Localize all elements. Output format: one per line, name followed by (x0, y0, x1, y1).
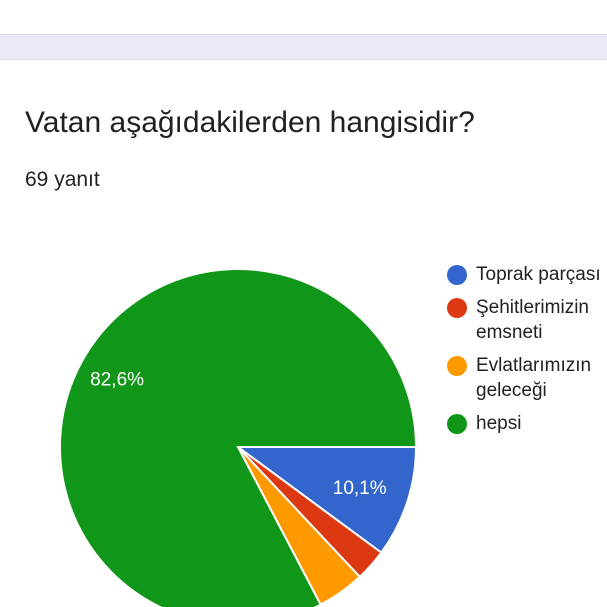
legend-label: Şehitlerimizin emsneti (476, 297, 589, 343)
legend-item-sehitlerimizin-emsneti[interactable]: Şehitlerimizin emsneti (447, 295, 607, 345)
legend-item-toprak-parcasi[interactable]: Toprak parçası (447, 262, 607, 287)
section-divider-band (0, 35, 607, 60)
legend-label: hepsi (476, 413, 522, 434)
pie-slice-0[interactable] (234, 446, 418, 555)
pie-slice-label-0: 10,1% (333, 478, 387, 499)
pie-slice-label-3: 82,6% (90, 370, 144, 391)
chart-legend: Toprak parçası Şehitlerimizin emsneti Ev… (447, 262, 607, 444)
legend-item-hepsi[interactable]: hepsi (447, 411, 607, 436)
question-title: Vatan aşağıdakilerden hangisidir? (25, 106, 475, 139)
legend-swatch (447, 298, 467, 318)
legend-swatch (447, 265, 467, 285)
legend-label: Toprak parçası (476, 264, 601, 285)
legend-swatch (447, 356, 467, 376)
legend-swatch (447, 414, 467, 434)
legend-label: Evlatlarımızın geleceği (476, 355, 592, 401)
response-count: 69 yanıt (25, 168, 100, 191)
pie-slice-3[interactable] (59, 268, 418, 607)
legend-item-evlatlarimizin-gelecegi[interactable]: Evlatlarımızın geleceği (447, 353, 607, 403)
previous-card (0, 0, 607, 35)
